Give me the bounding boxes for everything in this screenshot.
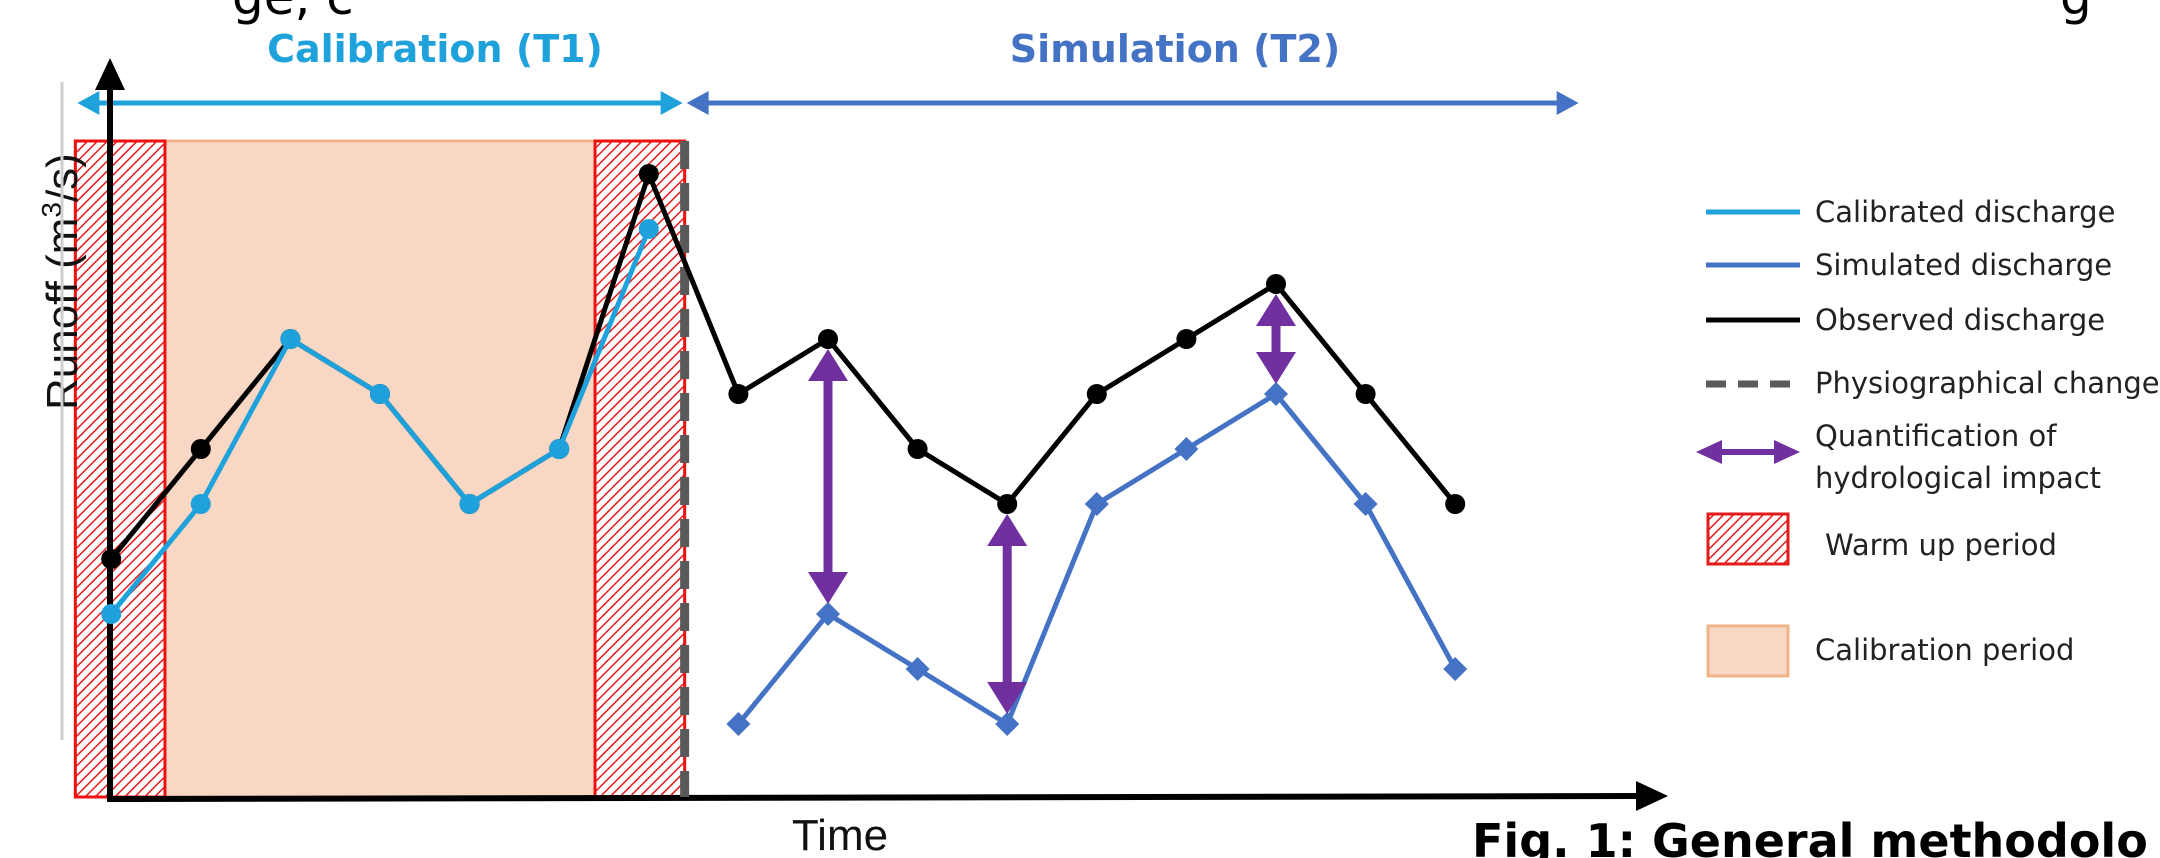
simulated-series (726, 382, 1468, 736)
calibrated-point (370, 384, 390, 404)
legend-quant-label-line1: Quantification of (1815, 419, 2057, 453)
observed-point (728, 384, 749, 404)
calibrated-point (101, 604, 122, 624)
observed-point (1176, 329, 1197, 349)
legend-observed-label: Observed discharge (1815, 303, 2105, 337)
warmup-period-band-2 (593, 139, 687, 799)
simulation-period-arrow-left-head (686, 91, 709, 115)
observed-point (1355, 384, 1376, 404)
period-arrows (77, 91, 1579, 115)
top-text-fragment-right: g (2060, 0, 2092, 26)
figure-caption: Fig. 1: General methodolo (1472, 814, 2148, 858)
calibration-period-arrow-right-head (660, 91, 683, 115)
simulated-point (816, 602, 840, 626)
simulated-line (736, 391, 1458, 727)
impact-arrow-top-head (987, 514, 1028, 546)
observed-point (1266, 274, 1286, 294)
impact-arrow-bottom-head (987, 682, 1028, 714)
period-shading (73, 139, 687, 799)
observed-point (1445, 494, 1466, 514)
impact-arrow-1 (808, 349, 848, 604)
impact-arrow-2 (987, 514, 1028, 714)
calibrated-point (190, 494, 211, 514)
legend-quant-swatch (1696, 440, 1800, 464)
observed-point (638, 164, 659, 184)
legend-calibrated-label: Calibrated discharge (1815, 195, 2115, 229)
calibrated-point (638, 219, 659, 239)
calibrated-point (280, 329, 301, 349)
observed-point (101, 549, 122, 569)
legend-warmup-swatch (1706, 512, 1790, 566)
observed-point (190, 439, 211, 459)
legend-warmup-label: Warm up period (1825, 528, 2057, 562)
calibration-period-band (73, 139, 687, 799)
axes (95, 58, 1668, 811)
impact-arrow-bottom-head (808, 572, 848, 604)
simulation-header: Simulation (T2) (1010, 27, 1340, 71)
observed-point (818, 329, 838, 349)
y-axis-arrow (95, 58, 125, 90)
impact-arrow-3 (1256, 294, 1296, 384)
calibration-period-arrow-left-head (77, 91, 100, 115)
x-axis-line (106, 793, 1641, 802)
observed-point (997, 494, 1018, 514)
impact-arrow-bottom-head (1256, 352, 1296, 384)
simulated-point (726, 712, 751, 736)
top-text-fragment-left: ge, c (232, 0, 354, 26)
simulated-point (995, 712, 1020, 736)
y-axis-label-sup: 3 (36, 202, 67, 218)
calibrated-series (101, 219, 659, 624)
simulated-point (1443, 657, 1468, 681)
legend-simulated-label: Simulated discharge (1815, 248, 2112, 282)
calibration-header: Calibration (T1) (267, 27, 603, 71)
series-group (101, 164, 1468, 736)
simulated-point (1353, 492, 1378, 516)
observed-point (907, 439, 928, 459)
observed-point (1086, 384, 1107, 404)
simulated-point (1084, 492, 1109, 516)
legend-quant-label-line2: hydrological impact (1815, 461, 2101, 495)
legend-calibration-label: Calibration period (1815, 633, 2074, 667)
x-axis-label: Time (792, 811, 888, 858)
calibrated-point (549, 439, 570, 459)
impact-arrows (808, 294, 1296, 714)
simulated-point (905, 657, 930, 681)
legend: Calibrated discharge Simulated discharge… (1696, 195, 2160, 678)
legend-physio-label: Physiographical change (1815, 366, 2160, 400)
impact-arrow-top-head (1256, 294, 1296, 326)
simulated-point (1264, 382, 1288, 406)
impact-arrow-top-head (808, 349, 848, 381)
x-axis-arrow (1636, 781, 1668, 811)
legend-calibration-swatch (1706, 624, 1790, 678)
calibrated-point (459, 494, 480, 514)
simulated-point (1174, 437, 1199, 461)
simulation-period-arrow-right-head (1556, 91, 1579, 115)
warmup-period-band-1 (73, 139, 167, 799)
